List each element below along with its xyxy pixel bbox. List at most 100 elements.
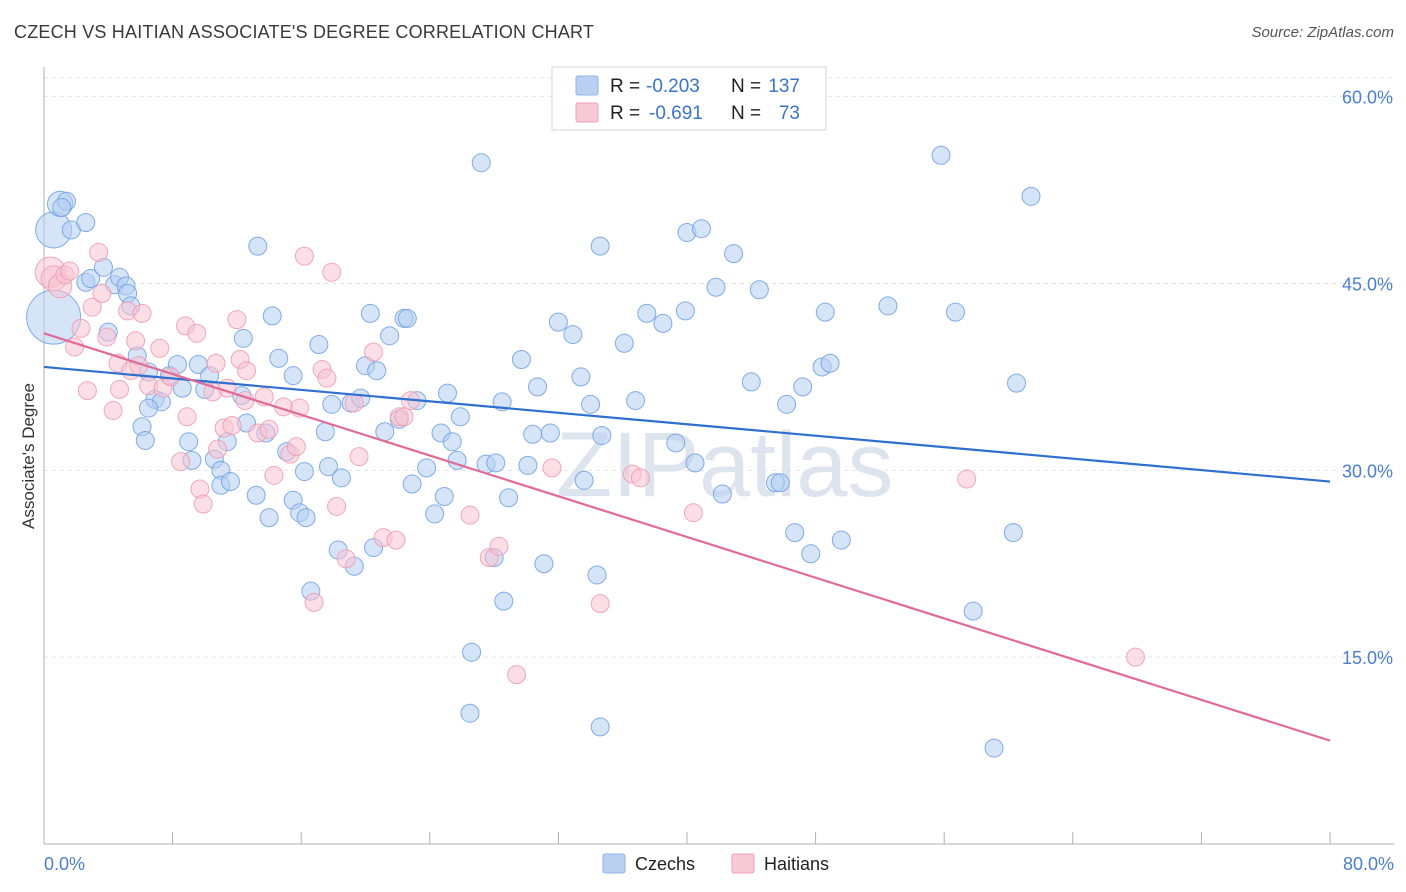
data-point-czechs (360, 303, 380, 323)
data-point-czechs (820, 353, 840, 373)
data-point-czechs (1003, 523, 1023, 543)
data-point-haitians (171, 452, 191, 472)
data-point-haitians (542, 458, 562, 478)
legend-r-label-haitians: R = (610, 103, 640, 124)
data-point-haitians (193, 494, 213, 514)
data-point-czechs (486, 453, 506, 473)
y-tick-labels: 15.0% 30.0% 45.0% 60.0% (1342, 88, 1393, 668)
data-point-haitians (286, 437, 306, 457)
bottom-legend-label-czechs: Czechs (635, 854, 695, 874)
data-point-czechs (724, 244, 744, 264)
data-point-haitians (322, 262, 342, 282)
data-point-czechs (52, 198, 72, 218)
data-point-haitians (227, 310, 247, 330)
data-point-czechs (81, 269, 101, 289)
data-point-czechs (417, 458, 437, 478)
data-point-haitians (264, 465, 284, 485)
data-point-haitians (60, 261, 80, 281)
data-point-haitians (317, 368, 337, 388)
y-axis-label: Associate's Degree (19, 383, 38, 529)
data-point-czechs (528, 377, 548, 397)
data-point-czechs (233, 328, 253, 348)
data-point-czechs (499, 488, 519, 508)
data-point-czechs (523, 424, 543, 444)
data-point-czechs (637, 303, 657, 323)
data-point-haitians (208, 439, 228, 459)
data-point-czechs (706, 277, 726, 297)
data-point-haitians (103, 401, 123, 421)
data-point-czechs (309, 335, 329, 355)
data-point-czechs (1007, 373, 1027, 393)
data-point-czechs (574, 470, 594, 490)
bottom-legend-label-haitians: Haitians (764, 854, 829, 874)
data-point-czechs (626, 391, 646, 411)
data-point-czechs (785, 523, 805, 543)
data-point-czechs (581, 394, 601, 414)
data-point-czechs (380, 326, 400, 346)
legend-swatch-czechs (575, 75, 599, 96)
data-point-czechs (712, 484, 732, 504)
data-point-haitians (630, 468, 650, 488)
legend-n-label-haitians: N = (731, 103, 761, 124)
series-haitians-points (34, 242, 1145, 685)
data-point-czechs (76, 212, 96, 232)
data-point-czechs (322, 394, 342, 414)
data-point-czechs (685, 453, 705, 473)
data-point-czechs (246, 485, 266, 505)
data-point-czechs (749, 280, 769, 300)
bottom-legend-swatch-haitians (731, 853, 755, 874)
data-point-czechs (653, 313, 673, 333)
y-tick-label: 60.0% (1342, 88, 1393, 108)
data-point-czechs (248, 236, 268, 256)
data-point-czechs (666, 433, 686, 453)
data-point-czechs (801, 544, 821, 564)
x-tick-label-max: 80.0% (1343, 854, 1394, 874)
data-point-czechs (450, 407, 470, 427)
data-point-czechs (587, 565, 607, 585)
data-point-czechs (540, 423, 560, 443)
data-point-czechs (434, 486, 454, 506)
data-point-haitians (364, 342, 384, 362)
chart-title: CZECH VS HAITIAN ASSOCIATE'S DEGREE CORR… (14, 22, 595, 42)
data-point-czechs (548, 312, 568, 332)
data-point-haitians (150, 338, 170, 358)
legend-swatch-haitians (575, 102, 599, 123)
data-point-czechs (135, 430, 155, 450)
data-point-czechs (402, 474, 422, 494)
data-point-czechs (563, 325, 583, 345)
data-point-haitians (222, 416, 242, 436)
bottom-legend-swatch-czechs (602, 853, 626, 874)
trend-line-czechs (43, 365, 1331, 483)
data-point-czechs (367, 361, 387, 381)
x-tick-marks (43, 832, 1331, 844)
data-point-czechs (319, 457, 339, 477)
data-point-haitians (206, 353, 226, 373)
data-point-haitians (1125, 647, 1145, 667)
data-point-czechs (138, 398, 158, 418)
data-point-czechs (179, 432, 199, 452)
data-point-czechs (425, 504, 445, 524)
data-point-haitians (82, 297, 102, 317)
data-point-czechs (614, 333, 634, 353)
trend-line-haitians (43, 332, 1331, 742)
data-point-haitians (71, 318, 91, 338)
data-point-haitians (590, 594, 610, 614)
data-point-haitians (489, 536, 509, 556)
data-point-czechs (770, 473, 790, 493)
data-point-czechs (777, 394, 797, 414)
data-point-haitians (336, 549, 356, 569)
data-point-haitians (89, 242, 109, 262)
data-point-czechs (534, 554, 554, 574)
source-label: Source: ZipAtlas.com (1251, 24, 1394, 41)
data-point-haitians (126, 331, 146, 351)
y-tick-label: 15.0% (1342, 648, 1393, 668)
data-point-czechs (831, 530, 851, 550)
data-point-czechs (494, 591, 514, 611)
data-point-czechs (793, 377, 813, 397)
data-point-haitians (460, 505, 480, 525)
data-point-czechs (518, 455, 538, 475)
data-point-czechs (296, 508, 316, 528)
data-point-czechs (511, 349, 531, 369)
data-point-czechs (471, 153, 491, 173)
